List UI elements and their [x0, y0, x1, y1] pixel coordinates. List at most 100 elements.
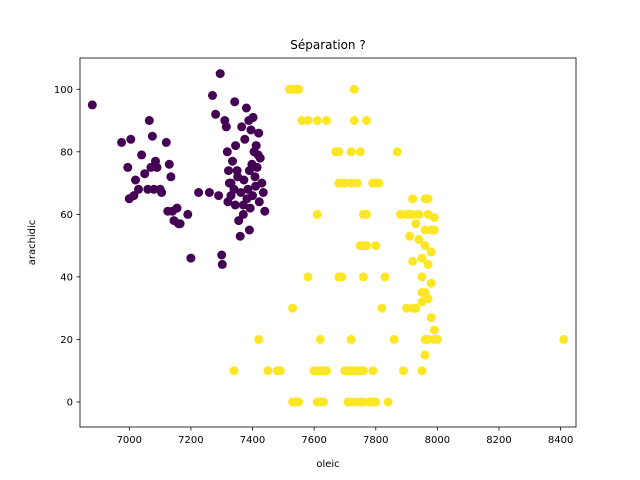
scatter-point — [414, 209, 424, 219]
scatter-point — [346, 178, 356, 188]
chart-title: Séparation ? — [290, 38, 365, 52]
scatter-point — [408, 194, 418, 204]
scatter-point — [245, 203, 255, 213]
scatter-point — [134, 184, 143, 194]
scatter-point — [362, 241, 371, 251]
scatter-point — [408, 256, 418, 266]
scatter-point — [405, 231, 415, 241]
scatter-point — [346, 334, 356, 344]
scatter-point — [230, 200, 240, 210]
scatter-point — [374, 178, 384, 188]
scatter-point — [411, 219, 421, 229]
scatter-point — [166, 172, 176, 182]
y-tick-label: 40 — [60, 272, 73, 283]
plot-frame — [79, 57, 577, 428]
scatter-point — [417, 297, 427, 307]
scatter-point — [248, 112, 258, 122]
scatter-point — [346, 147, 356, 157]
scatter-point — [224, 166, 233, 176]
scatter-point — [423, 334, 433, 344]
scatter-point — [312, 116, 322, 125]
scatter-point — [236, 188, 246, 197]
scatter-point — [402, 303, 412, 313]
scatter-point — [214, 191, 224, 201]
scatter-point — [429, 213, 439, 222]
scatter-point — [423, 259, 433, 269]
y-tick-label: 20 — [60, 335, 73, 346]
x-tick-label: 7600 — [301, 435, 326, 446]
scatter-point — [334, 147, 344, 157]
scatter-point — [231, 141, 241, 151]
scatter-point — [123, 162, 133, 172]
scatter-point — [226, 178, 236, 188]
scatter-point — [157, 188, 167, 197]
scatter-point — [420, 225, 430, 235]
x-tick-label: 7200 — [178, 435, 203, 446]
scatter-point — [337, 272, 347, 282]
scatter-point — [389, 334, 399, 344]
x-tick-label: 8000 — [425, 435, 450, 446]
scatter-point — [429, 325, 439, 335]
scatter-point — [426, 247, 436, 257]
scatter-point — [303, 272, 313, 282]
scatter-point — [358, 272, 368, 282]
scatter-point — [392, 147, 402, 157]
scatter-point — [294, 397, 304, 407]
scatter-point — [383, 397, 393, 407]
scatter-point — [395, 209, 405, 219]
points-layer — [87, 69, 569, 407]
scatter-point — [230, 97, 240, 107]
scatter-point — [371, 397, 381, 407]
scatter-point — [340, 178, 350, 188]
scatter-point — [312, 209, 322, 219]
scatter-point — [260, 206, 270, 216]
scatter-point — [411, 303, 421, 313]
scatter-point — [164, 159, 174, 169]
scatter-point — [420, 241, 430, 251]
scatter-point — [349, 84, 359, 94]
scatter-point — [294, 84, 304, 94]
scatter-point — [175, 219, 185, 229]
scatter-point — [117, 137, 127, 147]
scatter-point — [217, 259, 227, 269]
scatter-point — [322, 116, 331, 125]
scatter-point — [222, 147, 232, 157]
scatter-point — [186, 253, 196, 263]
scatter-point — [126, 134, 136, 144]
y-tick-label: 100 — [54, 85, 73, 96]
scatter-point — [258, 188, 268, 197]
scatter-point — [149, 184, 159, 194]
scatter-point — [399, 366, 408, 376]
scatter-point — [362, 209, 371, 219]
scatter-point — [172, 203, 182, 213]
x-tick-label: 7000 — [117, 435, 142, 446]
y-tick-label: 60 — [60, 210, 73, 221]
scatter-point — [380, 272, 390, 282]
x-axis: 7000 7200 7400 7600 7800 8000 8200 8400 — [117, 427, 573, 446]
scatter-point — [217, 250, 227, 260]
scatter-point — [250, 172, 260, 182]
scatter-point — [288, 303, 298, 313]
scatter-point — [140, 169, 150, 179]
scatter-point — [137, 150, 147, 160]
scatter-point — [255, 153, 265, 163]
scatter-point — [355, 147, 365, 157]
scatter-point — [183, 209, 193, 219]
scatter-point — [194, 188, 204, 197]
scatter-point — [211, 109, 221, 119]
scatter-point — [408, 209, 418, 219]
scatter-point — [204, 188, 214, 197]
scatter-point — [131, 175, 140, 185]
scatter-point — [358, 366, 368, 376]
x-tick-label: 7800 — [363, 435, 388, 446]
scatter-point — [303, 116, 313, 125]
scatter-point — [318, 397, 328, 407]
scatter-point — [248, 191, 257, 201]
scatter-point — [254, 128, 264, 138]
scatter-point — [263, 366, 273, 376]
scatter-point — [429, 225, 439, 235]
scatter-point — [315, 334, 325, 344]
y-tick-label: 0 — [67, 397, 73, 408]
scatter-point — [417, 366, 427, 376]
